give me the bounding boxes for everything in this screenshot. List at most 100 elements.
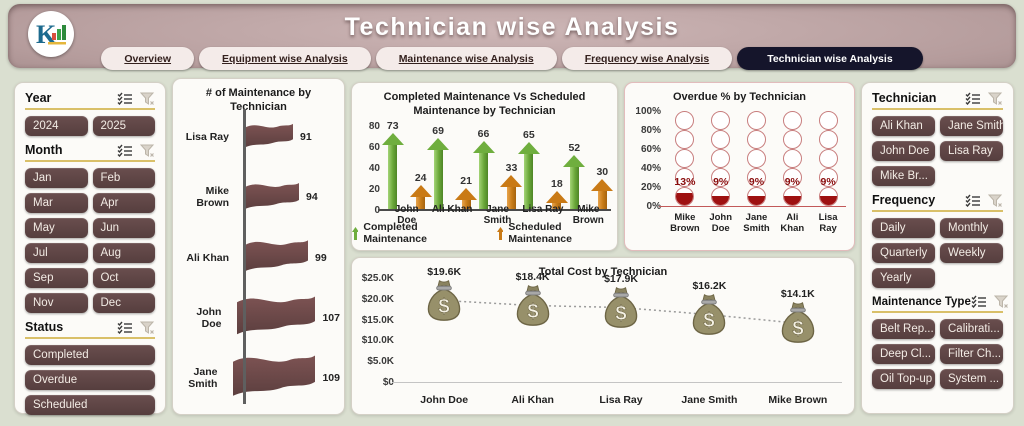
category-label: Jane Smith <box>483 204 512 226</box>
filter-option-deep-clean[interactable]: Deep Cl... <box>872 344 935 364</box>
completed-bar[interactable]: 65 <box>517 129 541 210</box>
scheduled-bar[interactable]: 18 <box>545 178 569 210</box>
tab-maintenance-wise[interactable]: Maintenance wise Analysis <box>375 47 557 70</box>
filter-option-mar[interactable]: Mar <box>25 193 88 213</box>
category-label: Ali Khan <box>186 251 229 264</box>
y-tick: 60% <box>640 144 661 155</box>
x-axis-labels: John Doe Ali Khan Jane Smith Lisa Ray Mi… <box>384 204 611 226</box>
clear-filter-icon[interactable] <box>988 92 1003 105</box>
filter-option-ali-khan[interactable]: Ali Khan <box>872 116 935 136</box>
money-bag-mark[interactable]: $16.2K $ <box>683 280 735 336</box>
flag-item[interactable]: John Doe 107 <box>179 288 340 348</box>
filter-option-quarterly[interactable]: Quarterly <box>872 243 935 263</box>
flag-mark[interactable] <box>237 295 316 340</box>
completed-bar[interactable]: 69 <box>426 125 450 210</box>
multi-select-icon[interactable] <box>117 144 133 157</box>
filter-option-may[interactable]: May <box>25 218 88 238</box>
total-cost-chart: Total Cost by Technician $0 $5.0K $10.0K… <box>351 257 855 415</box>
svg-text:$: $ <box>527 300 538 322</box>
filter-option-john-doe[interactable]: John Doe <box>872 141 935 161</box>
maintenance-type-filter-title: Maintenance Type <box>872 295 971 308</box>
left-filter-sidebar: Year 2024 2025 Month Jan Feb Mar Apr May <box>14 82 166 415</box>
multi-select-icon[interactable] <box>965 194 981 207</box>
flag-mark[interactable] <box>245 182 299 213</box>
flag-item[interactable]: Mike Brown 94 <box>179 167 340 227</box>
x-axis-labels: Mike Brown John Doe Jane Smith Ali Khan … <box>667 212 846 246</box>
money-bag-mark[interactable]: $19.6K $ <box>418 266 470 322</box>
clear-filter-icon[interactable] <box>993 295 1009 308</box>
scheduled-bar[interactable]: 30 <box>590 166 614 210</box>
filter-option-sep[interactable]: Sep <box>25 268 88 288</box>
tab-bar: Overview Equipment wise Analysis Mainten… <box>0 47 1024 70</box>
filter-option-daily[interactable]: Daily <box>872 218 935 238</box>
clear-filter-icon[interactable] <box>140 144 155 157</box>
scheduled-bar[interactable]: 24 <box>409 172 433 210</box>
multi-select-icon[interactable] <box>971 295 987 308</box>
filter-option-overdue[interactable]: Overdue <box>25 370 155 390</box>
multi-select-icon[interactable] <box>117 321 133 334</box>
filter-option-scheduled[interactable]: Scheduled <box>25 395 155 415</box>
clear-filter-icon[interactable] <box>140 321 155 334</box>
flag-mark[interactable] <box>233 354 316 402</box>
filter-option-weekly[interactable]: Weekly <box>940 243 1003 263</box>
y-tick: $0 <box>382 377 394 388</box>
scheduled-bar[interactable]: 21 <box>454 175 478 210</box>
filter-option-belt-replacement[interactable]: Belt Rep... <box>872 319 935 339</box>
money-bag-mark[interactable]: $14.1K $ <box>772 288 824 344</box>
filter-option-2025[interactable]: 2025 <box>92 116 155 136</box>
filter-option-jul[interactable]: Jul <box>25 243 88 263</box>
overdue-column[interactable]: 9% <box>774 111 810 206</box>
filter-option-jun[interactable]: Jun <box>92 218 155 238</box>
filter-option-dec[interactable]: Dec <box>92 293 155 313</box>
value-label: $19.6K <box>427 265 462 278</box>
filter-option-mike-brown[interactable]: Mike Br... <box>872 166 935 186</box>
tab-equipment-wise[interactable]: Equipment wise Analysis <box>199 47 371 70</box>
filter-option-jane-smith[interactable]: Jane Smith <box>940 116 1003 136</box>
completed-bar[interactable]: 66 <box>472 128 496 210</box>
flag-item[interactable]: Jane Smith 109 <box>179 348 340 408</box>
clear-filter-icon[interactable] <box>140 92 155 105</box>
flag-pole <box>243 109 246 404</box>
value-label: 91 <box>300 131 312 144</box>
flag-item[interactable]: Ali Khan 99 <box>179 227 340 287</box>
filter-option-aug[interactable]: Aug <box>92 243 155 263</box>
scheduled-bar[interactable]: 33 <box>499 162 523 210</box>
filter-option-calibration[interactable]: Calibrati... <box>940 319 1003 339</box>
filter-option-feb[interactable]: Feb <box>92 168 155 188</box>
frequency-filter-header: Frequency <box>872 193 1003 207</box>
filter-option-system[interactable]: System ... <box>940 369 1003 389</box>
multi-select-icon[interactable] <box>117 92 133 105</box>
tab-frequency-wise[interactable]: Frequency wise Analysis <box>561 47 733 70</box>
filter-option-nov[interactable]: Nov <box>25 293 88 313</box>
tab-technician-wise[interactable]: Technician wise Analysis <box>737 47 923 70</box>
completed-bar[interactable]: 73 <box>381 120 405 210</box>
arrow-plot: 0 20 40 60 80 73 24 69 21 66 33 65 18 52 <box>369 120 614 216</box>
flag-mark[interactable] <box>245 239 308 276</box>
filter-option-2024[interactable]: 2024 <box>25 116 88 136</box>
category-label: Mike Brown <box>196 185 229 210</box>
overdue-column[interactable]: 13% <box>667 111 703 206</box>
flag-item[interactable]: Lisa Ray 91 <box>179 107 340 167</box>
filter-option-filter-change[interactable]: Filter Ch... <box>940 344 1003 364</box>
tab-overview[interactable]: Overview <box>101 47 195 70</box>
overdue-column[interactable]: 9% <box>810 111 846 206</box>
filter-option-oil-top-up[interactable]: Oil Top-up <box>872 369 935 389</box>
filter-option-monthly[interactable]: Monthly <box>940 218 1003 238</box>
filter-option-jan[interactable]: Jan <box>25 168 88 188</box>
svg-text:$: $ <box>704 309 715 331</box>
technician-filter-title: Technician <box>872 91 937 105</box>
filter-option-lisa-ray[interactable]: Lisa Ray <box>940 141 1003 161</box>
filter-option-oct[interactable]: Oct <box>92 268 155 288</box>
flag-mark[interactable] <box>245 123 293 151</box>
filter-option-completed[interactable]: Completed <box>25 345 155 365</box>
overdue-column[interactable]: 9% <box>703 111 739 206</box>
money-bag-mark[interactable]: $17.9K $ <box>595 273 647 329</box>
clear-filter-icon[interactable] <box>988 194 1003 207</box>
completed-bar[interactable]: 52 <box>562 142 586 210</box>
money-bag-mark[interactable]: $18.4K $ <box>507 271 559 327</box>
filter-option-apr[interactable]: Apr <box>92 193 155 213</box>
multi-select-icon[interactable] <box>965 92 981 105</box>
overdue-column[interactable]: 9% <box>739 111 775 206</box>
filter-option-yearly[interactable]: Yearly <box>872 268 935 288</box>
